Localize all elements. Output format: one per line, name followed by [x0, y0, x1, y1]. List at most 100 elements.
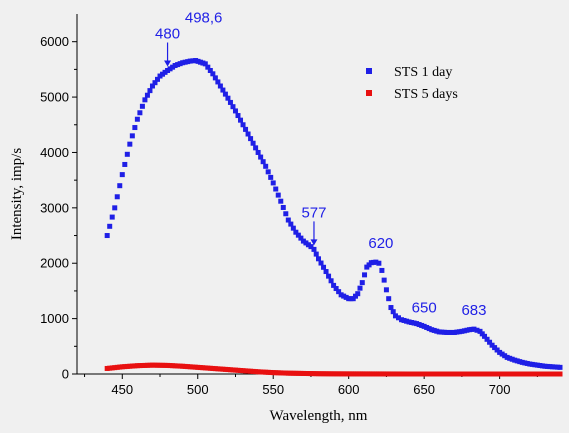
data-point — [283, 370, 289, 376]
data-point — [235, 367, 241, 373]
data-point — [265, 169, 271, 175]
data-point — [260, 159, 266, 165]
data-point — [527, 361, 533, 367]
data-point — [207, 365, 213, 371]
data-point — [338, 292, 344, 298]
data-point — [492, 345, 498, 351]
data-point — [487, 339, 493, 345]
data-point — [411, 320, 417, 326]
data-point — [253, 369, 259, 375]
data-point — [308, 244, 314, 250]
data-point — [456, 329, 462, 335]
data-point — [124, 363, 130, 369]
data-point — [240, 368, 246, 374]
data-point — [474, 327, 480, 333]
data-point — [524, 360, 530, 366]
data-point — [165, 67, 171, 73]
data-point — [243, 126, 249, 132]
data-point — [544, 363, 550, 369]
y-axis-title: Intensity, imp/s — [9, 148, 25, 241]
data-point — [273, 186, 279, 192]
data-point — [328, 278, 334, 284]
data-point — [185, 364, 191, 370]
data-point — [190, 364, 196, 370]
data-point — [323, 269, 329, 275]
data-point — [421, 323, 427, 329]
data-point — [357, 285, 363, 291]
data-point — [270, 180, 276, 186]
data-point — [162, 69, 168, 75]
data-point — [157, 362, 163, 368]
data-point — [268, 174, 274, 180]
data-point — [137, 363, 143, 369]
y-tick-label-4000: 4000 — [40, 145, 69, 160]
data-point — [534, 362, 540, 368]
data-point — [290, 370, 296, 376]
data-point — [285, 217, 291, 223]
data-point — [519, 359, 525, 365]
data-point — [512, 357, 518, 363]
data-point — [180, 60, 186, 66]
data-point — [142, 362, 148, 368]
data-point — [187, 364, 193, 370]
y-tick-label-6000: 6000 — [40, 34, 69, 49]
data-point — [170, 363, 176, 369]
data-point — [383, 287, 389, 293]
data-point — [323, 371, 329, 377]
data-point — [200, 365, 206, 371]
data-point — [195, 364, 201, 370]
data-point — [238, 367, 244, 373]
data-point — [147, 362, 153, 368]
data-point — [406, 319, 412, 325]
series-layer — [104, 58, 563, 377]
data-point — [288, 370, 294, 376]
data-point — [547, 364, 553, 370]
data-point — [454, 329, 460, 335]
data-point — [132, 363, 138, 369]
data-point — [395, 315, 401, 321]
data-point — [227, 99, 233, 105]
data-point — [180, 363, 186, 369]
data-point — [112, 365, 118, 371]
data-point — [362, 272, 368, 278]
x-axis-title: Wavelength, nm — [270, 408, 368, 424]
data-point — [326, 371, 332, 377]
annotation-layer: 480 498,6 577 620 650 683 — [155, 10, 486, 320]
data-point — [509, 356, 515, 362]
data-point — [142, 97, 148, 103]
data-point — [119, 364, 125, 370]
data-point — [416, 322, 422, 328]
data-point — [426, 326, 432, 332]
data-point — [275, 192, 281, 198]
data-point — [507, 355, 513, 361]
data-point — [554, 364, 560, 370]
data-point — [288, 221, 294, 227]
data-point — [313, 371, 319, 377]
data-point — [376, 260, 382, 266]
data-point — [321, 371, 327, 377]
data-point — [215, 366, 221, 372]
data-point — [114, 194, 120, 200]
data-point — [290, 225, 296, 231]
data-point — [192, 364, 198, 370]
legend: STS 1 day STS 5 days — [366, 65, 458, 102]
data-point — [217, 366, 223, 372]
data-point — [484, 336, 490, 342]
data-point — [446, 329, 452, 335]
data-point — [147, 88, 153, 94]
data-point — [336, 289, 342, 295]
data-point — [552, 364, 558, 370]
annotation-arrowhead-577 — [310, 239, 318, 246]
data-point — [225, 367, 231, 373]
data-point — [232, 108, 238, 114]
data-point — [424, 324, 430, 330]
data-point — [399, 317, 405, 323]
data-point — [386, 296, 392, 302]
data-point — [355, 291, 361, 297]
data-point — [341, 293, 347, 299]
data-point — [205, 365, 211, 371]
data-point — [280, 204, 286, 210]
data-point — [137, 110, 143, 116]
data-point — [308, 371, 314, 377]
